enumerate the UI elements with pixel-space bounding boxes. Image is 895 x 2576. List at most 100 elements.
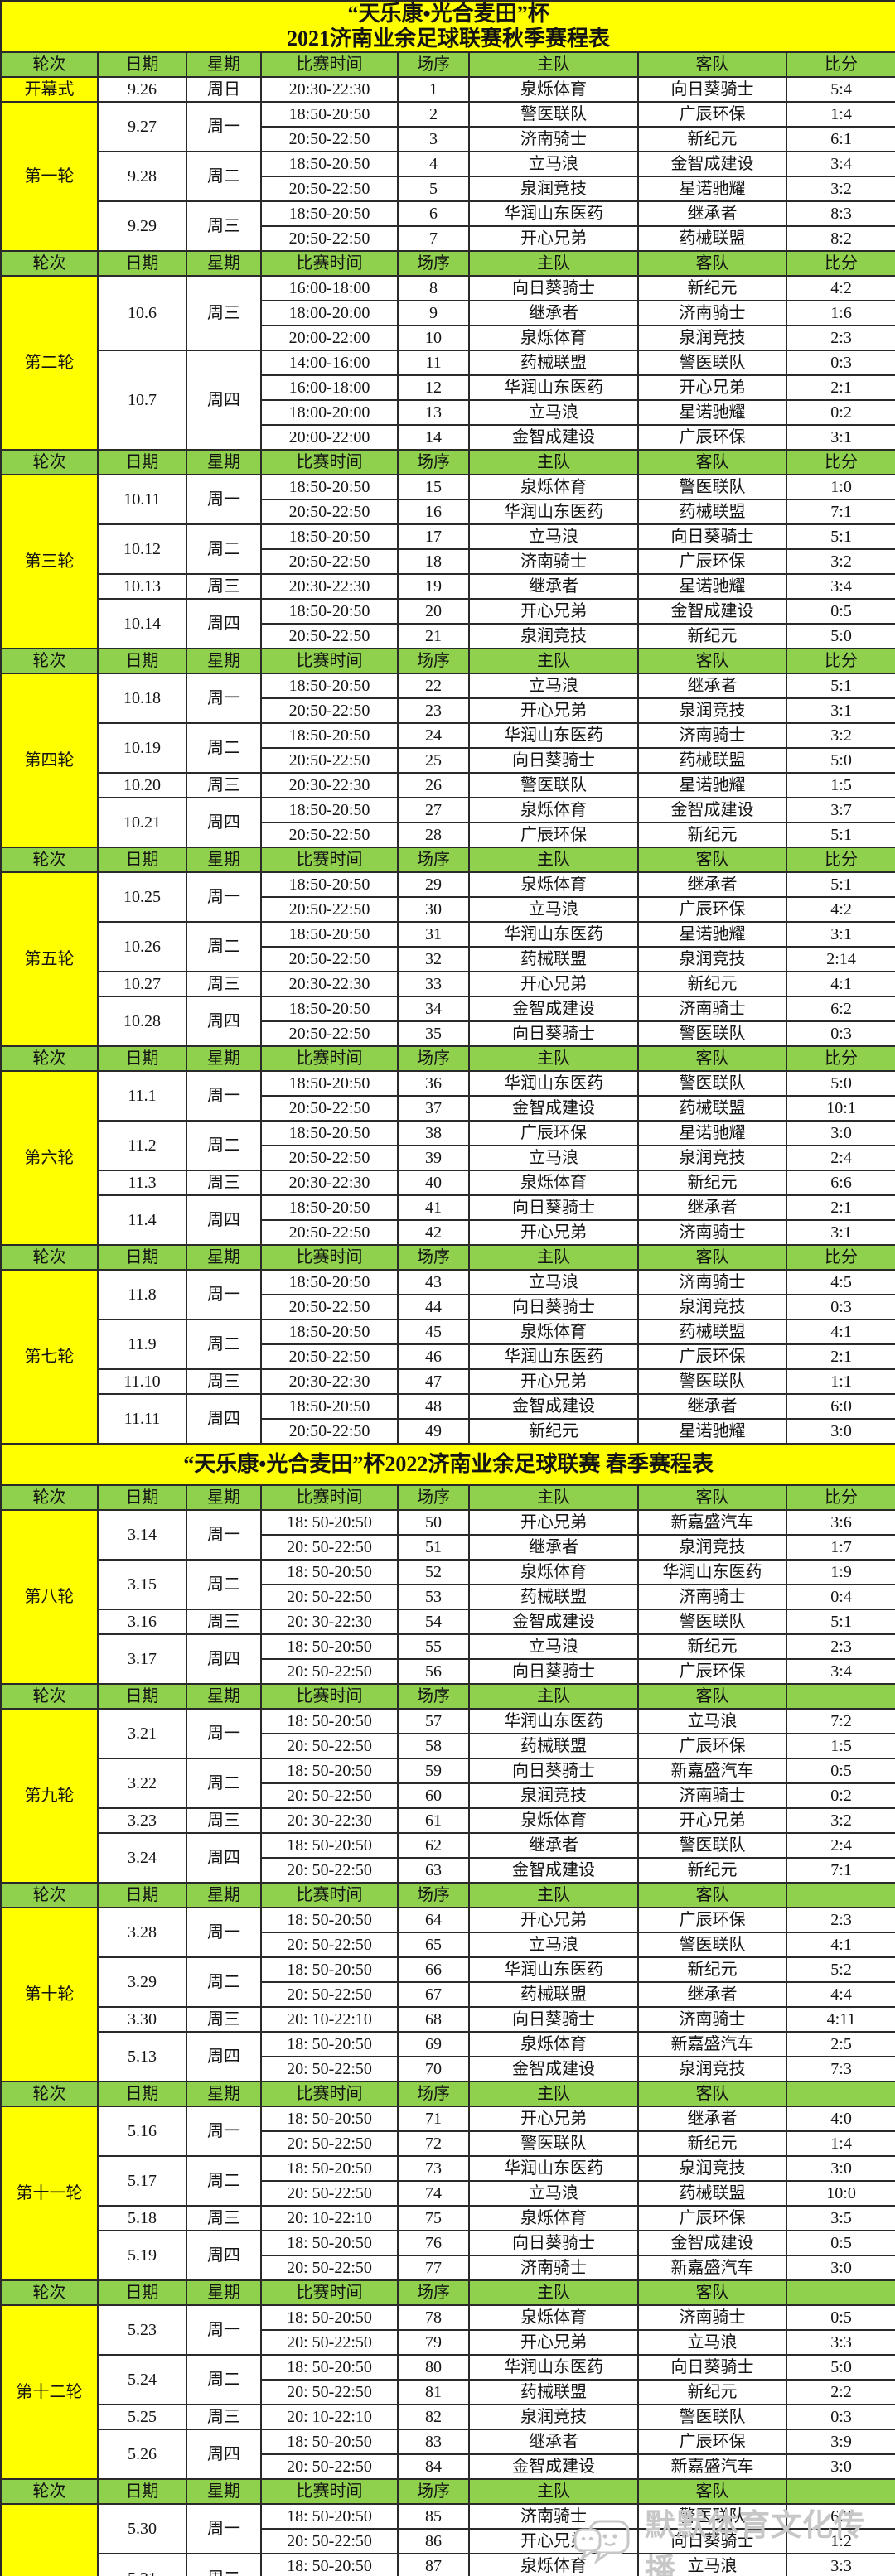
match-number-cell: 83	[397, 2429, 470, 2455]
header-cell: 主队	[468, 2478, 639, 2505]
home-team-cell: 开心兄弟	[468, 2106, 639, 2132]
score-cell: 0:5	[785, 2304, 895, 2331]
round-name-cell: 第十二轮	[0, 2304, 99, 2480]
home-team-cell: 泉烁体育	[468, 2553, 639, 2576]
time-cell: 20:30-22:30	[260, 1170, 399, 1196]
weekday-cell: 周一	[186, 474, 262, 525]
match-number-cell: 25	[397, 747, 470, 774]
match-row: 第七轮 11.8 周一 18:50-20:50 43 立马浪 济南骑士 4:5	[0, 1269, 895, 1445]
home-team-cell: 开心兄弟	[468, 2528, 639, 2554]
match-number-cell: 40	[397, 1170, 470, 1196]
match-row: 5.18 周三 20: 10-22:10 75 泉烁体育 广辰环保 3:5	[1, 2205, 895, 2231]
home-team-cell: 立马浪	[468, 151, 639, 177]
away-team-cell: 警医联队	[637, 1609, 787, 1635]
header-cell-score: 比分	[785, 449, 895, 475]
score-cell: 5:0	[785, 623, 895, 649]
home-team-cell: 药械联盟	[468, 1733, 639, 1759]
score-cell: 5:1	[785, 523, 895, 550]
away-team-cell: 新纪元	[637, 971, 787, 997]
time-cell: 18:50-20:50	[260, 1120, 399, 1146]
date-cell: 9.26	[97, 76, 187, 103]
match-row: 20: 50-22:50 63 金智成建设 新纪元 7:1	[1, 1857, 895, 1884]
score-cell: 7:1	[785, 499, 895, 525]
weekday-cell: 周四	[186, 2429, 262, 2480]
home-team-cell: 泉烁体育	[468, 325, 639, 351]
weekday-cell: 周二	[186, 523, 262, 575]
home-team-cell: 药械联盟	[468, 1584, 639, 1610]
date-cell: 10.7	[97, 350, 187, 451]
date-cell: 10.20	[97, 772, 187, 798]
match-number-cell: 38	[397, 1120, 470, 1146]
time-cell: 18:50-20:50	[260, 996, 399, 1022]
score-cell: 6:0	[785, 1393, 895, 1420]
home-team-cell: 药械联盟	[468, 2379, 639, 2405]
match-number-cell: 45	[397, 1319, 470, 1345]
time-cell: 18:50-20:50	[260, 722, 399, 749]
home-team-cell: 金智成建设	[468, 996, 639, 1022]
time-cell: 18: 50-20:50	[260, 1956, 399, 1983]
score-cell: 4:5	[785, 1269, 895, 1295]
match-row: 20: 50-22:50 86 开心兄弟 向日葵骑士 1:2	[1, 2528, 895, 2554]
match-row: 20:50-22:50 23 开心兄弟 泉润竞技 3:1	[1, 697, 895, 724]
match-row: 10.7 周四 14:00-16:00 11 药械联盟 警医联队 0:3	[1, 350, 895, 451]
time-cell: 14:00-16:00	[260, 350, 399, 376]
match-row: 20: 50-22:50 84 金智成建设 新嘉盛汽车 3:0	[1, 2453, 895, 2480]
away-team-cell: 继承者	[637, 1393, 787, 1420]
away-team-cell: 继承者	[637, 2106, 787, 2132]
header-cell: 日期	[97, 1882, 187, 1908]
home-team-cell: 继承者	[468, 2429, 639, 2455]
home-team-cell: 泉烁体育	[468, 1559, 639, 1585]
home-team-cell: 药械联盟	[468, 1981, 639, 2008]
match-number-cell: 1	[397, 76, 470, 103]
away-team-cell: 星诺驰耀	[637, 1120, 787, 1146]
header-cell: 场序	[397, 1045, 470, 1072]
home-team-cell: 向日葵骑士	[468, 1658, 639, 1685]
match-row: 3.29 周二 18: 50-20:50 66 华润山东医药 新纪元 5:2	[1, 1956, 895, 2008]
match-number-cell: 55	[397, 1633, 470, 1660]
home-team-cell: 金智成建设	[468, 1609, 639, 1635]
match-number-cell: 30	[397, 896, 470, 923]
match-number-cell: 78	[397, 2304, 470, 2331]
away-team-cell: 警医联队	[637, 2503, 787, 2530]
match-number-cell: 58	[397, 1733, 470, 1759]
match-number-cell: 50	[397, 1509, 470, 1536]
weekday-cell: 周三	[186, 1609, 262, 1635]
match-row: 20: 50-22:50 79 开心兄弟 立马浪 3:3	[1, 2329, 895, 2356]
weekday-cell: 周一	[186, 1269, 262, 1320]
weekday-cell: 周三	[186, 1368, 262, 1395]
score-cell: 6:6	[785, 1170, 895, 1196]
match-row: 10.26 周二 18:50-20:50 31 华润山东医药 星诺驰耀 3:1	[1, 921, 895, 972]
away-team-cell: 新纪元	[637, 623, 787, 649]
date-cell: 11.9	[97, 1319, 187, 1370]
time-cell: 20: 50-22:50	[260, 2453, 399, 2480]
score-cell: 2:1	[785, 374, 895, 401]
match-number-cell: 42	[397, 1219, 470, 1246]
match-row: 20: 50-22:50 51 继承者 泉润竞技 1:7	[1, 1534, 895, 1561]
home-team-cell: 华润山东医药	[468, 374, 639, 401]
time-cell: 20: 50-22:50	[260, 1733, 399, 1759]
score-cell: 1:5	[785, 1733, 895, 1759]
time-cell: 20:50-22:50	[260, 747, 399, 774]
score-cell: 3:1	[785, 1219, 895, 1246]
home-team-cell: 泉润竞技	[468, 623, 639, 649]
weekday-cell: 周四	[186, 1194, 262, 1246]
match-row: 第五轮 10.25 周一 18:50-20:50 29 泉烁体育 继承者 5:1	[0, 871, 895, 1047]
match-number-cell: 18	[397, 548, 470, 575]
match-row: 20:50-22:50 25 向日葵骑士 药械联盟 5:0	[1, 747, 895, 774]
match-number-cell: 36	[397, 1070, 470, 1097]
match-row: 第四轮 10.18 周一 18:50-20:50 22 立马浪 继承者 5:1	[0, 673, 895, 848]
away-team-cell: 广辰环保	[637, 548, 787, 575]
header-cell: 日期	[97, 250, 187, 277]
match-row: 5.25 周三 20: 10-22:10 82 泉润竞技 警医联队 0:3	[1, 2404, 895, 2430]
match-row: 5.24 周二 18: 50-20:50 80 华润山东医药 向日葵骑士 5:0	[1, 2354, 895, 2405]
time-cell: 20: 30-22:30	[260, 1609, 399, 1635]
home-team-cell: 向日葵骑士	[468, 1194, 639, 1221]
home-team-cell: 华润山东医药	[468, 2354, 639, 2381]
date-cell: 5.18	[97, 2205, 187, 2231]
match-row: 第六轮 11.1 周一 18:50-20:50 36 华润山东医药 警医联队 5:0	[0, 1070, 895, 1246]
match-row: 3.22 周二 18: 50-20:50 59 向日葵骑士 新嘉盛汽车 0:5	[1, 1758, 895, 1809]
time-cell: 20:30-22:30	[260, 76, 399, 103]
score-cell: 5:0	[785, 747, 895, 774]
match-row: 20:50-22:50 5 泉润竞技 星诺驰耀 3:2	[1, 176, 895, 202]
match-number-cell: 79	[397, 2329, 470, 2356]
